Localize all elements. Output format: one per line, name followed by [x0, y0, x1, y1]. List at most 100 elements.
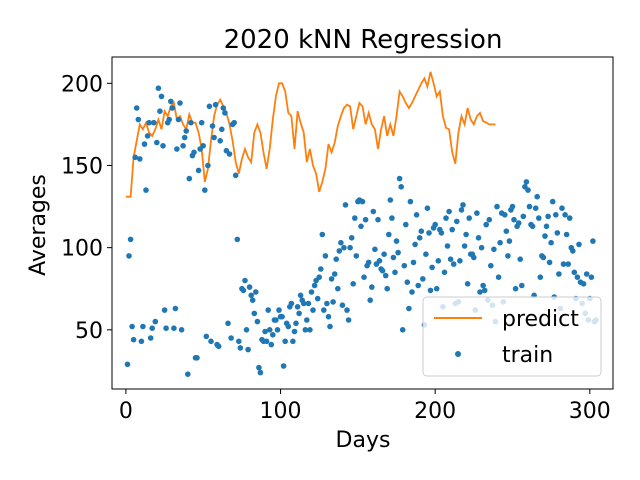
train-point: [152, 318, 159, 325]
train-point: [222, 110, 228, 116]
train-point: [234, 236, 241, 243]
train-point: [570, 248, 576, 254]
train-point: [154, 139, 160, 146]
train-point: [350, 281, 357, 287]
train-point: [361, 274, 367, 281]
train-point: [341, 244, 347, 251]
train-point: [477, 289, 483, 295]
train-point: [565, 261, 571, 267]
train-point: [520, 213, 527, 220]
train-point: [526, 203, 533, 210]
train-point: [559, 205, 565, 211]
train-point: [273, 317, 279, 323]
train-point: [415, 282, 422, 289]
train-point: [246, 284, 253, 290]
train-point: [135, 116, 142, 123]
train-point: [444, 243, 451, 249]
legend-train-label: train: [502, 343, 553, 368]
train-point: [226, 151, 233, 157]
train-point: [505, 253, 511, 259]
train-point: [554, 230, 561, 236]
train-point: [331, 271, 338, 277]
train-point: [310, 307, 316, 313]
train-point: [236, 338, 242, 345]
train-point: [228, 335, 234, 341]
train-point: [345, 317, 352, 323]
train-point: [410, 259, 417, 266]
train-point: [198, 119, 205, 126]
train-point: [172, 305, 179, 312]
train-point: [404, 279, 411, 286]
train-point: [457, 258, 463, 264]
train-point: [262, 328, 268, 335]
train-point: [274, 327, 281, 333]
train-point: [169, 105, 176, 111]
train-point: [389, 215, 395, 221]
train-point: [270, 332, 276, 338]
train-point: [220, 105, 227, 111]
train-point: [157, 108, 163, 114]
train-point: [529, 223, 536, 230]
train-point: [316, 274, 323, 281]
train-point: [161, 307, 168, 313]
train-point: [580, 281, 587, 287]
train-point: [151, 119, 157, 126]
train-point: [540, 254, 547, 261]
train-point: [237, 345, 244, 351]
train-point: [253, 289, 259, 295]
x-tick-label: 300: [569, 399, 611, 424]
train-point: [158, 93, 165, 100]
train-point: [336, 248, 343, 254]
train-point: [191, 149, 197, 156]
train-point: [429, 264, 435, 271]
train-point: [545, 213, 551, 220]
train-point: [399, 327, 406, 333]
train-point: [257, 369, 264, 376]
train-point: [390, 254, 397, 261]
train-point: [471, 254, 477, 261]
train-point: [339, 302, 346, 309]
train-point: [232, 172, 239, 179]
train-point: [553, 212, 559, 218]
train-point: [458, 207, 465, 213]
train-point: [426, 230, 432, 236]
train-point: [418, 228, 425, 234]
train-point: [491, 246, 497, 253]
x-tick-label: 0: [119, 399, 133, 424]
train-point: [219, 126, 225, 133]
train-point: [588, 274, 595, 281]
train-point: [195, 167, 202, 174]
train-point: [248, 292, 254, 299]
train-point: [362, 216, 369, 223]
train-point: [206, 103, 213, 110]
train-point: [359, 198, 366, 205]
train-point: [519, 282, 525, 289]
train-point: [370, 208, 377, 215]
train-point: [435, 258, 442, 264]
train-point: [420, 276, 426, 282]
y-tick-label: 100: [61, 237, 103, 262]
train-point: [166, 116, 172, 123]
train-point: [454, 218, 460, 225]
train-point: [282, 338, 289, 345]
train-point: [406, 305, 412, 312]
train-point: [141, 141, 148, 147]
train-point: [251, 310, 258, 317]
plot-area: [124, 71, 599, 378]
train-point: [369, 284, 375, 290]
train-point: [133, 105, 140, 111]
train-point: [534, 193, 540, 200]
train-point: [503, 228, 510, 234]
train-point: [302, 327, 309, 333]
train-point: [168, 98, 174, 105]
train-point: [449, 226, 456, 233]
train-point: [483, 221, 490, 228]
train-point: [175, 116, 182, 123]
train-point: [450, 261, 457, 267]
legend-predict-label: predict: [502, 307, 579, 332]
train-point: [481, 287, 488, 294]
train-point: [407, 198, 414, 205]
train-point: [348, 235, 355, 241]
train-point: [205, 162, 211, 169]
